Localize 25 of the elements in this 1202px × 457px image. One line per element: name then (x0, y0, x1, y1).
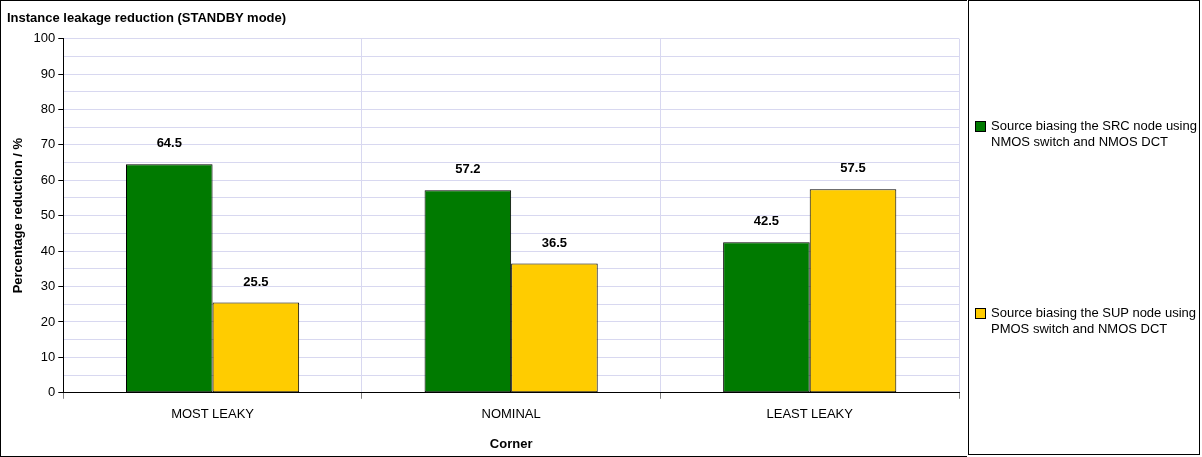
data-label: 42.5 (753, 213, 780, 229)
y-tick-label: 80 (40, 101, 56, 117)
y-tick-label: 50 (40, 207, 56, 223)
data-label: 57.2 (455, 161, 481, 177)
y-tick-label: 90 (40, 65, 56, 81)
y-tick-label: 40 (40, 242, 56, 258)
data-label: 36.5 (541, 234, 568, 250)
legend-label: Source biasing the SRC node using NMOS switch and NMOS DCT (991, 118, 1198, 151)
x-tick-label: LEAST LEAKY (766, 406, 854, 422)
y-tick-label: 0 (48, 384, 56, 400)
legend-label: Source biasing the SUP node using PMOS switch and NMOS DCT (991, 304, 1197, 337)
y-tick-label: 20 (40, 313, 56, 329)
y-tick-label: 70 (40, 136, 56, 152)
x-axis-title: Corner (489, 435, 533, 451)
y-axis-title: Percentage reduction / % (10, 137, 26, 294)
chart-title: Instance leakage reduction (STANDBY mode) (7, 10, 287, 26)
data-label: 64.5 (156, 135, 182, 151)
x-tick-label: NOMINAL (481, 406, 541, 422)
y-tick-label: 100 (33, 30, 56, 46)
y-tick-label: 10 (40, 348, 56, 364)
y-tick-label: 60 (40, 171, 56, 187)
data-label: 25.5 (243, 273, 269, 289)
data-label: 57.5 (840, 160, 866, 176)
x-tick-label: MOST LEAKY (171, 406, 255, 422)
y-tick-label: 30 (40, 278, 56, 294)
